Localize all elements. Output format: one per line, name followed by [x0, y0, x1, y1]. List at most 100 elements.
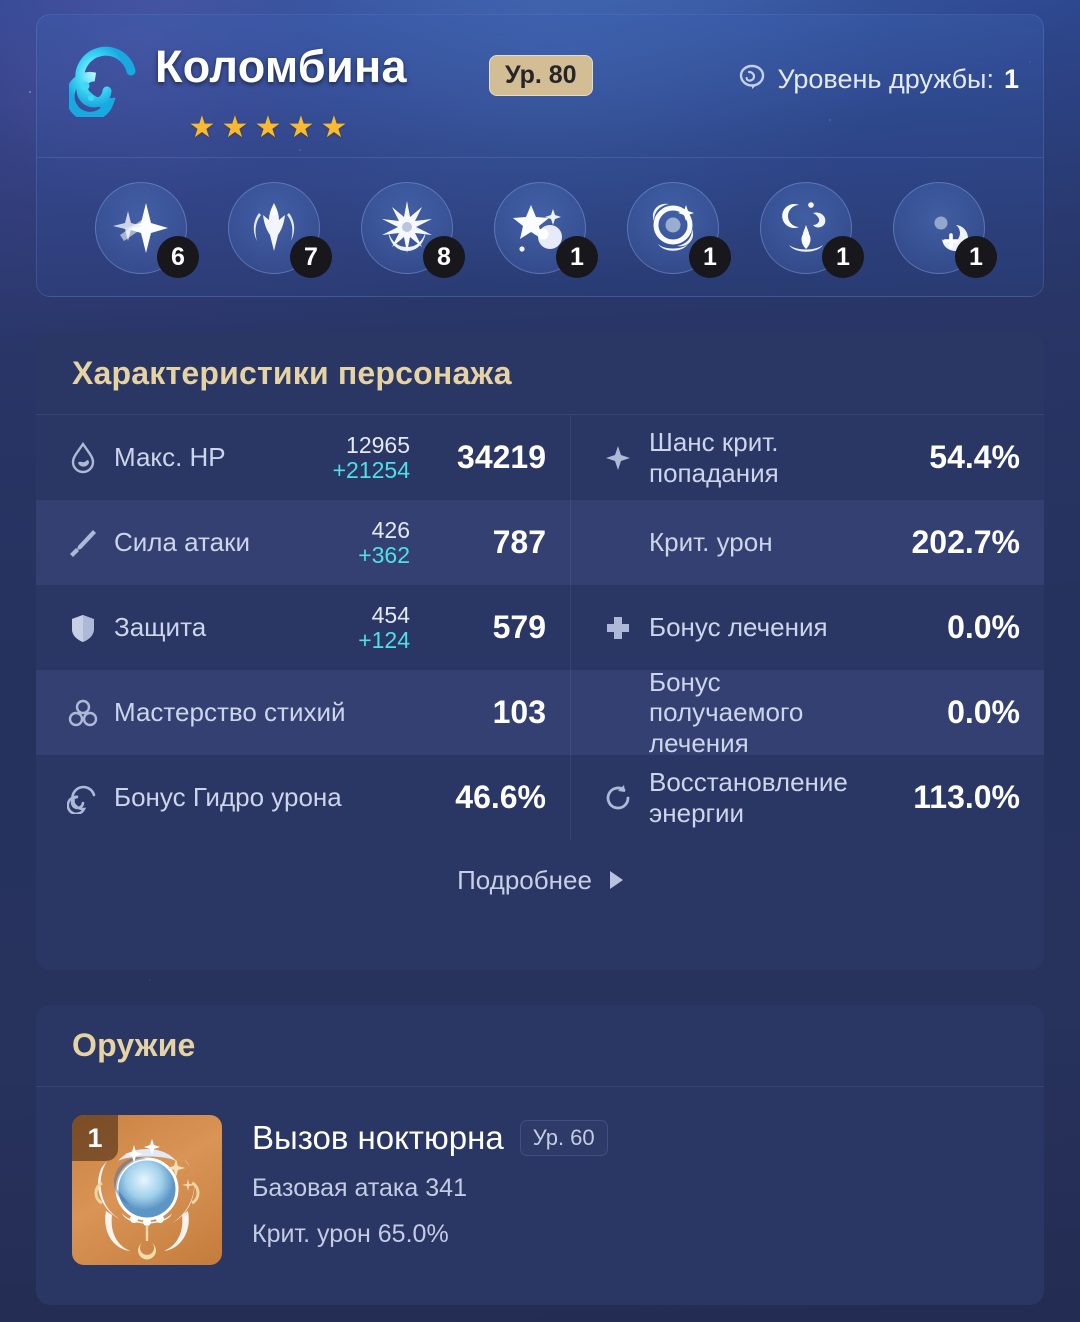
stat-label: Макс. HP [114, 442, 226, 473]
stat-max-hp: Макс. HP 12965 +21254 34219 [36, 415, 570, 500]
star-icon: ★ [188, 111, 216, 144]
details-button[interactable]: Подробнее [36, 840, 1044, 920]
stat-row: Мастерство стихий 103 Бонус получаемого … [36, 667, 1044, 758]
stat-row: Бонус Гидро урона 46.6% Восстановление э… [36, 755, 1044, 840]
stat-icon-placeholder [601, 696, 635, 730]
weapon-sub-stat: Крит. урон 65.0% [252, 1220, 449, 1248]
stat-breakdown: 426 +362 [358, 518, 410, 566]
talent-constellation-3[interactable]: 1 [760, 182, 864, 278]
stat-total-value: 46.6% [455, 779, 546, 815]
stat-breakdown: 12965 +21254 [333, 433, 410, 481]
talent-elemental-skill[interactable]: 7 [228, 182, 332, 278]
stat-bonus-value: +124 [358, 626, 410, 653]
stat-label: Восстановление энергии [649, 767, 848, 828]
stat-base-value: 426 [371, 517, 410, 544]
talent-level-badge: 8 [423, 236, 465, 278]
stat-crit-rate: Шанс крит. попадания 54.4% [570, 415, 1044, 500]
weapon-title-line: Вызов ноктюрна Ур. 60 [252, 1119, 608, 1157]
character-stats-panel: Характеристики персонажа Макс. HP 12965 … [36, 333, 1044, 970]
stat-total-value: 54.4% [929, 439, 1020, 475]
stat-total-value: 0.0% [947, 694, 1020, 730]
stat-defense: Защита 454 +124 579 [36, 585, 570, 670]
stat-base-value: 12965 [346, 432, 410, 459]
stat-base-value: 454 [371, 602, 410, 629]
talent-level-badge: 1 [556, 236, 598, 278]
stat-total-value: 113.0% [913, 779, 1020, 815]
weapon-info: Вызов ноктюрна Ур. 60 Базовая атака 341 … [252, 1115, 608, 1265]
talent-level-badge: 6 [157, 236, 199, 278]
stat-label: Шанс крит. попадания [649, 427, 779, 488]
weapon-panel-title: Оружие [36, 1005, 1044, 1087]
healing-plus-icon [601, 611, 635, 645]
hydro-damage-icon [66, 781, 100, 815]
stat-healing-bonus: Бонус лечения 0.0% [570, 585, 1044, 670]
stat-attack: Сила атаки 426 +362 787 [36, 500, 570, 585]
talent-level-badge: 7 [290, 236, 332, 278]
background-glow-secondary [0, 0, 400, 280]
talent-list: 6 7 [37, 158, 1043, 298]
rarity-stars: ★ ★ ★ ★ ★ [187, 113, 349, 143]
weapon-refinement-badge: 1 [72, 1115, 118, 1161]
friendship-label: Уровень дружбы: [777, 64, 994, 94]
hp-droplet-icon [66, 441, 100, 475]
talent-normal-attack[interactable]: 6 [95, 182, 199, 278]
stat-hydro-damage-bonus: Бонус Гидро урона 46.6% [36, 755, 570, 840]
stat-total-value: 34219 [457, 439, 546, 475]
character-card: Коломбина Ур. 80 ★ ★ ★ ★ ★ Уровень дружб… [36, 14, 1044, 297]
weapon-catalyst-icon[interactable]: 1 [72, 1115, 222, 1265]
stat-label: Бонус Гидро урона [114, 782, 342, 813]
talent-level-badge: 1 [689, 236, 731, 278]
stat-icon-placeholder [601, 526, 635, 560]
chevron-right-icon [609, 871, 623, 889]
stat-breakdown: 454 +124 [358, 603, 410, 651]
talent-constellation-4[interactable]: 1 [893, 182, 997, 278]
stat-energy-recharge: Восстановление энергии 113.0% [570, 755, 1044, 840]
details-label: Подробнее [457, 864, 592, 895]
weapon-base-attack: Базовая атака 341 [252, 1174, 467, 1202]
stats-panel-title: Характеристики персонажа [36, 333, 1044, 415]
talent-constellation-1[interactable]: 1 [494, 182, 598, 278]
stat-elemental-mastery: Мастерство стихий 103 [36, 670, 570, 755]
stat-row: Макс. HP 12965 +21254 34219 Шанс крит. п… [36, 415, 1044, 500]
stat-incoming-healing-bonus: Бонус получаемого лечения 0.0% [570, 667, 1044, 758]
talent-elemental-burst[interactable]: 8 [361, 182, 465, 278]
weapon-entry[interactable]: 1 Вызов ноктюрна Ур. 60 Базовая атака 34… [36, 1087, 1044, 1265]
stat-crit-damage: Крит. урон 202.7% [570, 500, 1044, 585]
stat-label: Сила атаки [114, 527, 251, 558]
attack-sword-icon [66, 526, 100, 560]
stat-total-value: 103 [492, 694, 546, 730]
stat-row: Защита 454 +124 579 Бонус лечения 0.0% [36, 585, 1044, 670]
stat-total-value: 579 [492, 609, 546, 645]
friendship-value: 1 [1003, 64, 1019, 94]
stat-bonus-value: +21254 [332, 456, 410, 483]
friendship-heart-icon [737, 61, 767, 98]
character-header: Коломбина Ур. 80 ★ ★ ★ ★ ★ Уровень дружб… [37, 15, 1043, 158]
elemental-mastery-icon [66, 696, 100, 730]
talent-level-badge: 1 [955, 236, 997, 278]
weapon-name: Вызов ноктюрна [252, 1119, 504, 1156]
stat-total-value: 202.7% [911, 524, 1020, 560]
stat-bonus-value: +362 [358, 541, 410, 568]
defense-shield-icon [66, 611, 100, 645]
stat-label: Бонус получаемого лечения [649, 667, 804, 758]
crit-rate-icon [601, 441, 635, 475]
stat-row: Сила атаки 426 +362 787 Крит. урон 202.7… [36, 500, 1044, 585]
stat-label: Крит. урон [649, 527, 773, 558]
energy-recharge-icon [601, 781, 635, 815]
hydro-element-icon [65, 41, 145, 121]
stat-label: Бонус лечения [649, 612, 828, 643]
character-level-badge: Ур. 80 [489, 55, 593, 96]
star-icon: ★ [287, 111, 315, 144]
weapon-level-badge: Ур. 60 [519, 1120, 608, 1156]
star-icon: ★ [221, 111, 249, 144]
star-icon: ★ [254, 111, 282, 144]
friendship-level: Уровень дружбы: 1 [737, 61, 1019, 98]
star-icon: ★ [320, 111, 348, 144]
stat-total-value: 0.0% [947, 609, 1020, 645]
talent-level-badge: 1 [822, 236, 864, 278]
talent-constellation-2[interactable]: 1 [627, 182, 731, 278]
character-name: Коломбина [155, 41, 407, 92]
stat-label: Защита [114, 612, 207, 643]
weapon-panel: Оружие [36, 1005, 1044, 1305]
